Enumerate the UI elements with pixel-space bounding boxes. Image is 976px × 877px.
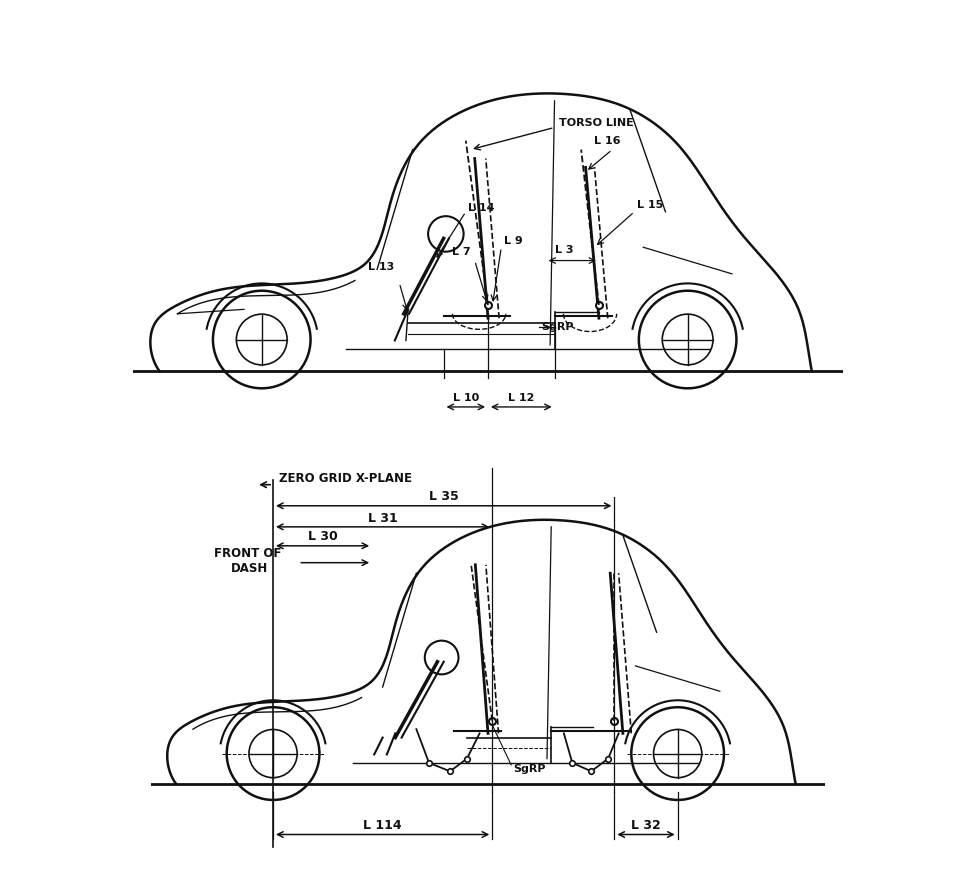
Text: L 30: L 30 — [307, 530, 338, 543]
Text: SgRP: SgRP — [542, 322, 574, 332]
Text: L 32: L 32 — [631, 818, 661, 831]
Text: SgRP: SgRP — [513, 763, 546, 774]
Text: L 7: L 7 — [452, 246, 470, 257]
Text: TORSO LINE: TORSO LINE — [559, 118, 633, 128]
Text: L 31: L 31 — [368, 511, 397, 524]
Text: ZERO GRID X-PLANE: ZERO GRID X-PLANE — [279, 472, 413, 485]
Text: FRONT OF: FRONT OF — [214, 546, 281, 560]
Text: L 15: L 15 — [636, 200, 663, 210]
Text: L 9: L 9 — [504, 236, 522, 246]
Text: L 12: L 12 — [508, 393, 535, 403]
Text: L 14: L 14 — [468, 203, 495, 212]
Text: L 3: L 3 — [554, 245, 573, 254]
Text: L 114: L 114 — [363, 818, 402, 831]
Text: L 10: L 10 — [453, 393, 479, 403]
Text: L 35: L 35 — [428, 490, 459, 503]
Text: L 16: L 16 — [594, 136, 621, 146]
Text: DASH: DASH — [231, 561, 268, 574]
Text: L 13: L 13 — [368, 262, 394, 272]
